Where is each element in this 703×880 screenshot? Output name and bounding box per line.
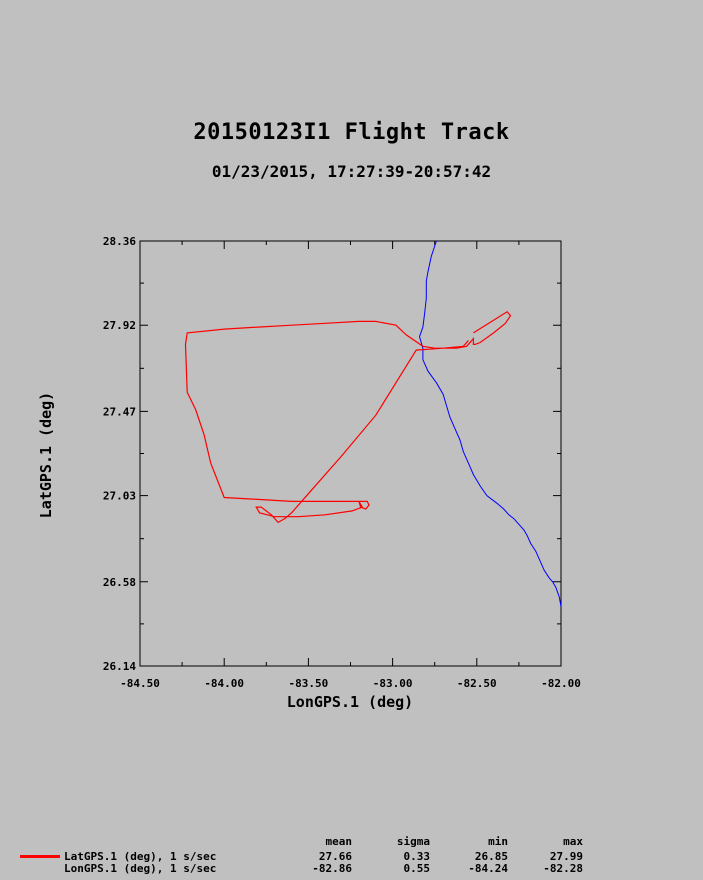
x-axis-label: LonGPS.1 (deg) xyxy=(287,693,413,711)
flight-track-chart: -84.50 -84.00 -83.50 -83.00 -82.50 -82.00 26.1… xyxy=(37,235,581,711)
x-tick-label: -82.00 xyxy=(541,677,581,690)
stats-row-name: LonGPS.1 (deg), 1 s/sec xyxy=(64,862,217,875)
y-tick-label: 27.03 xyxy=(103,490,136,503)
x-tick-label: -84.50 xyxy=(120,677,160,690)
stats-cell-max: 27.99 xyxy=(549,850,583,863)
stats-cell-min: 26.85 xyxy=(474,850,508,863)
y-tick-label: 28.36 xyxy=(103,235,136,248)
stats-row-name: LatGPS.1 (deg), 1 s/sec xyxy=(64,850,217,863)
x-tick-label: -82.50 xyxy=(457,677,497,690)
y-tick-label: 27.47 xyxy=(103,405,136,418)
stats-cell-max: -82.28 xyxy=(543,862,583,875)
x-tick-label: -83.00 xyxy=(373,677,413,690)
chart-title: 20150123I1 Flight Track xyxy=(193,120,510,145)
flight-track-line xyxy=(184,311,512,524)
chart-subtitle: 01/23/2015, 17:27:39-20:57:42 xyxy=(211,162,492,181)
coastline-layer xyxy=(418,240,562,607)
stats-cell-sigma: 0.33 xyxy=(403,850,431,863)
y-tick-label: 27.92 xyxy=(103,319,136,332)
stats-cell-sigma: 0.55 xyxy=(403,862,431,875)
stats-header-sigma: sigma xyxy=(396,835,430,848)
stats-header-max: max xyxy=(563,835,583,848)
y-axis-label: LatGPS.1 (deg) xyxy=(37,392,55,518)
stats-cell-min: -84.24 xyxy=(468,862,508,875)
plot-area xyxy=(139,240,562,667)
legend-swatch-red xyxy=(20,855,60,858)
stats-table: mean sigma min max LatGPS.1 (deg), 1 s/s… xyxy=(0,835,703,880)
y-tick-label: 26.14 xyxy=(103,660,136,673)
stats-header-mean: mean xyxy=(325,835,353,848)
track-layer xyxy=(184,311,512,524)
stats-cell-mean: 27.66 xyxy=(318,850,352,863)
x-tick-label: -84.00 xyxy=(204,677,244,690)
x-tick-label: -83.50 xyxy=(289,677,329,690)
y-tick-label: 26.58 xyxy=(103,576,136,589)
coastline xyxy=(418,240,562,607)
stats-header-min: min xyxy=(488,835,508,848)
stats-cell-mean: -82.86 xyxy=(312,862,352,875)
axis-ticks: -84.50 -84.00 -83.50 -83.00 -82.50 -82.00 26.1… xyxy=(103,235,581,690)
